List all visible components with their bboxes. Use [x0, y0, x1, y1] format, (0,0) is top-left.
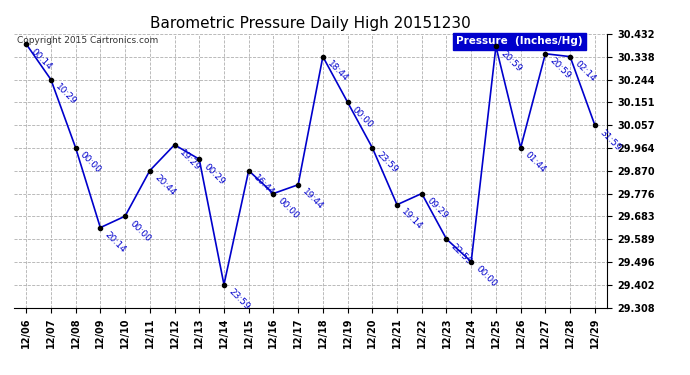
Text: Copyright 2015 Cartronics.com: Copyright 2015 Cartronics.com [17, 36, 158, 45]
Text: 00:00: 00:00 [128, 219, 152, 244]
Text: Pressure  (Inches/Hg): Pressure (Inches/Hg) [456, 36, 582, 46]
Text: 20:59: 20:59 [499, 49, 523, 74]
Text: 20:44: 20:44 [152, 173, 177, 198]
Text: 19:44: 19:44 [301, 188, 326, 212]
Title: Barometric Pressure Daily High 20151230: Barometric Pressure Daily High 20151230 [150, 16, 471, 31]
Text: 02:14: 02:14 [573, 59, 598, 84]
Text: 22:59: 22:59 [449, 242, 474, 266]
Text: 00:29: 00:29 [202, 162, 226, 186]
Text: 00:00: 00:00 [351, 105, 375, 130]
Text: 19:29: 19:29 [177, 148, 202, 172]
Text: 23:59: 23:59 [227, 287, 251, 312]
Text: 01:44: 01:44 [524, 150, 548, 175]
Text: 00:00: 00:00 [276, 196, 301, 221]
Text: 19:14: 19:14 [400, 207, 424, 232]
Text: 20:14: 20:14 [103, 230, 128, 255]
Text: 00:00: 00:00 [474, 264, 499, 289]
Text: 31:59: 31:59 [598, 128, 622, 153]
Text: 00:00: 00:00 [79, 150, 103, 175]
Text: 16:44: 16:44 [251, 173, 276, 198]
Text: 23:59: 23:59 [375, 150, 400, 175]
Text: 00:14: 00:14 [29, 47, 54, 71]
Text: 20:59: 20:59 [548, 57, 573, 81]
Text: 10:29: 10:29 [54, 82, 78, 107]
Text: 18:44: 18:44 [326, 59, 350, 84]
Text: 09:29: 09:29 [424, 196, 449, 221]
